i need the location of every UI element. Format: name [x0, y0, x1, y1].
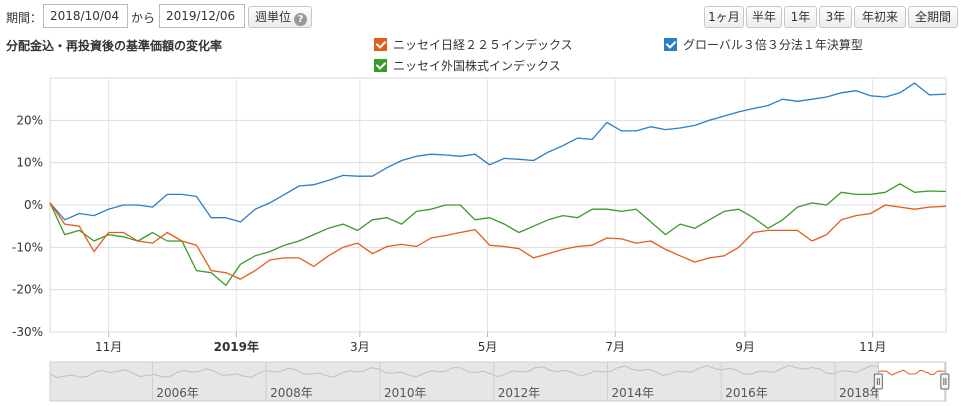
date-from-input[interactable]: 2018/10/04 [43, 4, 128, 28]
y-tick-label: 10% [16, 156, 43, 170]
series-lines [49, 82, 947, 287]
range-all-button[interactable]: 全期間 [908, 6, 958, 28]
legend-label-foreign: ニッセイ外国株式インデックス [393, 59, 561, 73]
weekly-toggle-button[interactable]: 週単位? [248, 6, 312, 28]
series-line-1 [49, 82, 947, 223]
checkbox-icon[interactable] [374, 38, 387, 51]
navigator-left-handle[interactable] [873, 373, 883, 390]
legend-label-nikkei: ニッセイ日経２２５インデックス [393, 38, 573, 52]
y-tick-label: -10% [12, 240, 43, 254]
grid [49, 77, 947, 337]
weekly-label: 週単位 [254, 10, 291, 24]
x-tick-label: 3月 [350, 340, 370, 354]
x-tick-label: 7月 [605, 340, 625, 354]
x-tick-label: 11月 [95, 340, 122, 354]
date-to-input[interactable]: 2019/12/06 [159, 4, 245, 28]
navigator-year-label: 2016年 [725, 386, 768, 400]
y-axis: 20% 10% 0% -10% -20% -30% [12, 113, 43, 339]
y-tick-label: 0% [24, 198, 43, 212]
checkbox-icon[interactable] [664, 38, 677, 51]
help-icon[interactable]: ? [294, 13, 307, 26]
toolbar: 期間： 2018/10/04 から 2019/12/06 週単位? 1ヶ月 半年… [0, 0, 961, 30]
x-tick-label: 2019年 [214, 339, 259, 354]
x-tick-label: 9月 [735, 340, 755, 354]
legend-item-nikkei[interactable]: ニッセイ日経２２５インデックス [374, 36, 573, 53]
navigator-year-label: 2014年 [612, 386, 655, 400]
navigator-year-label: 2018年 [839, 386, 882, 400]
navigator-year-label: 2012年 [498, 386, 541, 400]
navigator-right-handle[interactable] [940, 373, 950, 390]
navigator-track [49, 361, 947, 402]
chart-title: 分配金込・再投資後の基準価額の変化率 [6, 39, 223, 53]
range-1year-button[interactable]: 1年 [784, 6, 817, 28]
checkbox-icon[interactable] [374, 59, 387, 72]
x-tick-label: 11月 [859, 340, 886, 354]
legend-item-foreign[interactable]: ニッセイ外国株式インデックス [374, 57, 561, 74]
navigator-year-label: 2008年 [270, 386, 313, 400]
period-label: 期間： [6, 11, 43, 25]
navigator-year-label: 2010年 [384, 386, 427, 400]
navigator: 2006年 2008年 2010年 2012年 2014年 2016年 2018年 [49, 361, 950, 402]
range-halfyear-button[interactable]: 半年 [746, 6, 782, 28]
legend-label-global: グローバル３倍３分法１年決算型 [683, 38, 863, 52]
range-ytd-button[interactable]: 年初来 [854, 6, 906, 28]
navigator-history-line [49, 364, 947, 379]
x-axis: 11月 2019年 3月 5月 7月 9月 11月 [95, 339, 886, 354]
series-line-0 [49, 202, 947, 280]
period-separator: から [131, 11, 156, 25]
legend-item-global[interactable]: グローバル３倍３分法１年決算型 [664, 36, 863, 53]
navigator-year-label: 2006年 [156, 386, 199, 400]
y-tick-label: 20% [16, 113, 43, 127]
y-tick-label: -20% [12, 283, 43, 297]
navigator-selection [877, 361, 946, 402]
range-3year-button[interactable]: 3年 [819, 6, 852, 28]
x-tick-label: 5月 [478, 340, 498, 354]
navigator-selection-line [878, 369, 945, 376]
range-1month-button[interactable]: 1ヶ月 [704, 6, 744, 28]
series-line-2 [49, 183, 947, 287]
y-tick-label: -30% [12, 325, 43, 339]
